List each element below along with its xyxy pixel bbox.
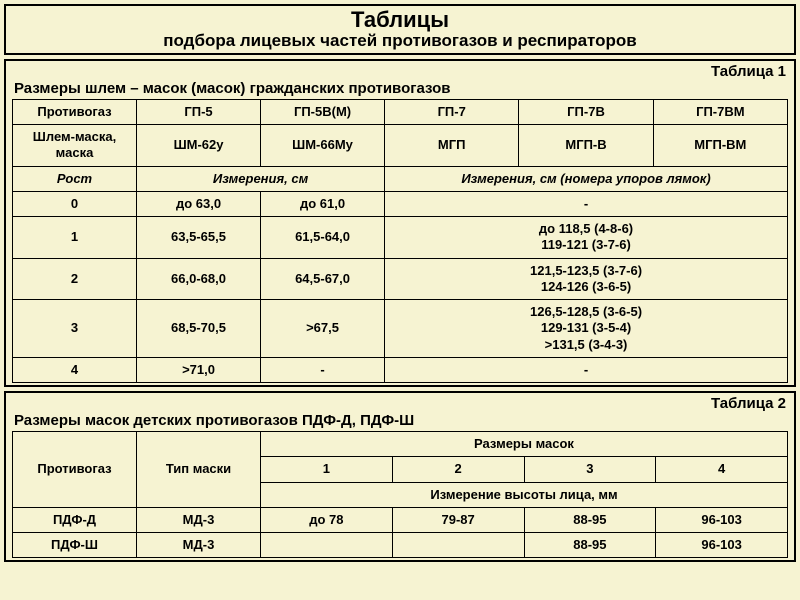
- table2: Противогаз Тип маски Размеры масок 1 2 3…: [12, 431, 788, 558]
- t1-c1: до 63,0: [137, 191, 261, 216]
- t2-hdr-sizes: Размеры масок: [261, 432, 788, 457]
- t2-hdr-model: Противогаз: [13, 432, 137, 508]
- table-row: 1 63,5-65,5 61,5-64,0 до 118,5 (4-8-6) 1…: [13, 217, 788, 259]
- t1-c2: >67,5: [261, 300, 385, 358]
- t1-mask-2: МГП: [385, 125, 519, 167]
- t2-v1: до 78: [261, 507, 393, 532]
- t2-model: ПДФ-Ш: [13, 533, 137, 558]
- t1-c3: 126,5-128,5 (3-6-5) 129-131 (3-5-4) >131…: [385, 300, 788, 358]
- table-row: 4 >71,0 - -: [13, 357, 788, 382]
- t1-c3: до 118,5 (4-8-6) 119-121 (3-7-6): [385, 217, 788, 259]
- t1-model-3: ГП-7В: [519, 99, 653, 124]
- t1-meas-right: Измерения, см (номера упоров лямок): [385, 166, 788, 191]
- table-row: ПДФ-Ш МД-3 88-95 96-103: [13, 533, 788, 558]
- table-row: ПДФ-Д МД-3 до 78 79-87 88-95 96-103: [13, 507, 788, 532]
- t1-c1: 68,5-70,5: [137, 300, 261, 358]
- t1-model-0: ГП-5: [137, 99, 261, 124]
- title-sub: подбора лицевых частей противогазов и ре…: [12, 32, 788, 51]
- t2-size-1: 1: [261, 457, 393, 482]
- t2-v3: 88-95: [524, 533, 656, 558]
- t1-size: 3: [13, 300, 137, 358]
- table1-label: Таблица 1: [12, 63, 788, 80]
- t2-v4: 96-103: [656, 507, 788, 532]
- table1-caption: Размеры шлем – масок (масок) гражданских…: [12, 80, 788, 99]
- t1-size: 2: [13, 258, 137, 300]
- table1-panel: Таблица 1 Размеры шлем – масок (масок) г…: [4, 59, 796, 387]
- t1-c3: -: [385, 191, 788, 216]
- t1-c3: 121,5-123,5 (3-7-6) 124-126 (3-6-5): [385, 258, 788, 300]
- t2-v2: [392, 533, 524, 558]
- t1-model-1: ГП-5В(М): [261, 99, 385, 124]
- t1-c3-line: до 118,5 (4-8-6): [391, 221, 781, 237]
- table-row: Шлем-маска, маска ШМ-62у ШМ-66Му МГП МГП…: [13, 125, 788, 167]
- table-row: 3 68,5-70,5 >67,5 126,5-128,5 (3-6-5) 12…: [13, 300, 788, 358]
- table-row: Рост Измерения, см Измерения, см (номера…: [13, 166, 788, 191]
- t1-c3: -: [385, 357, 788, 382]
- t2-model: ПДФ-Д: [13, 507, 137, 532]
- t1-c2: 64,5-67,0: [261, 258, 385, 300]
- t1-c3-line: 126,5-128,5 (3-6-5): [391, 304, 781, 320]
- t2-size-3: 3: [524, 457, 656, 482]
- t1-mask-1: ШМ-66Му: [261, 125, 385, 167]
- t1-c2: 61,5-64,0: [261, 217, 385, 259]
- t1-hdr-mask: Шлем-маска, маска: [13, 125, 137, 167]
- t1-hdr-model: Противогаз: [13, 99, 137, 124]
- t2-size-2: 2: [392, 457, 524, 482]
- t1-c1: 63,5-65,5: [137, 217, 261, 259]
- t2-v3: 88-95: [524, 507, 656, 532]
- t1-c3-line: 124-126 (3-6-5): [391, 279, 781, 295]
- table-row: Противогаз Тип маски Размеры масок: [13, 432, 788, 457]
- t2-v4: 96-103: [656, 533, 788, 558]
- t1-mask-3: МГП-В: [519, 125, 653, 167]
- t1-c1: 66,0-68,0: [137, 258, 261, 300]
- t1-c3-line: 119-121 (3-7-6): [391, 237, 781, 253]
- t1-size: 4: [13, 357, 137, 382]
- t1-mask-0: ШМ-62у: [137, 125, 261, 167]
- t2-v2: 79-87: [392, 507, 524, 532]
- t1-size: 1: [13, 217, 137, 259]
- t2-measure-row: Измерение высоты лица, мм: [261, 482, 788, 507]
- table2-caption: Размеры масок детских противогазов ПДФ-Д…: [12, 412, 788, 431]
- t2-mask: МД-3: [137, 533, 261, 558]
- t1-mask-4: МГП-ВМ: [653, 125, 787, 167]
- t2-mask: МД-3: [137, 507, 261, 532]
- t1-c3-line: 129-131 (3-5-4): [391, 320, 781, 336]
- table2-label: Таблица 2: [12, 395, 788, 412]
- title-panel: Таблицы подбора лицевых частей противога…: [4, 4, 796, 55]
- table-row: 2 66,0-68,0 64,5-67,0 121,5-123,5 (3-7-6…: [13, 258, 788, 300]
- t1-c3-line: >131,5 (3-4-3): [391, 337, 781, 353]
- t1-c2: -: [261, 357, 385, 382]
- t2-hdr-masktype: Тип маски: [137, 432, 261, 508]
- t1-meas-left: Измерения, см: [137, 166, 385, 191]
- t1-model-4: ГП-7ВМ: [653, 99, 787, 124]
- title-main: Таблицы: [12, 8, 788, 32]
- t2-size-4: 4: [656, 457, 788, 482]
- t1-size: 0: [13, 191, 137, 216]
- t1-c1: >71,0: [137, 357, 261, 382]
- t1-model-2: ГП-7: [385, 99, 519, 124]
- table-row: Противогаз ГП-5 ГП-5В(М) ГП-7 ГП-7В ГП-7…: [13, 99, 788, 124]
- table1: Противогаз ГП-5 ГП-5В(М) ГП-7 ГП-7В ГП-7…: [12, 99, 788, 383]
- table-row: 0 до 63,0 до 61,0 -: [13, 191, 788, 216]
- t1-c2: до 61,0: [261, 191, 385, 216]
- t1-c3-line: 121,5-123,5 (3-7-6): [391, 263, 781, 279]
- table2-panel: Таблица 2 Размеры масок детских противог…: [4, 391, 796, 562]
- t1-hdr-meas: Рост: [13, 166, 137, 191]
- t2-v1: [261, 533, 393, 558]
